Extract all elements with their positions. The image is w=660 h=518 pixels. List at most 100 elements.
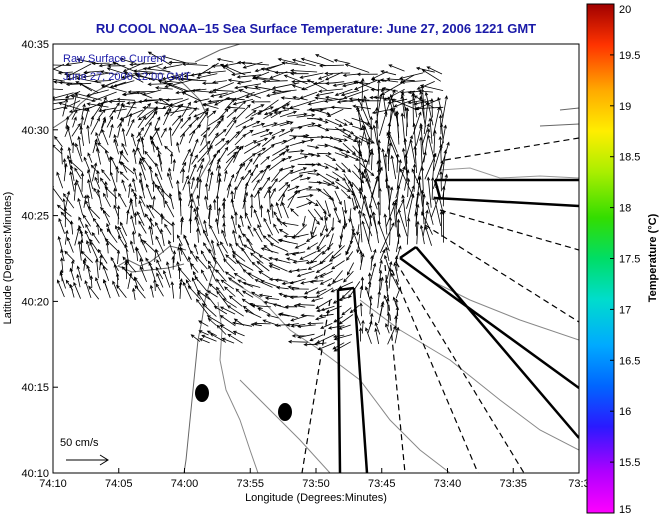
current-vector [333, 341, 351, 352]
current-vector [105, 241, 110, 254]
current-vector [117, 122, 122, 138]
current-vector [206, 70, 226, 75]
current-vector [134, 276, 145, 292]
current-vector [179, 132, 185, 145]
current-vector [379, 222, 395, 254]
current-vector [324, 200, 331, 218]
current-vector [91, 61, 110, 66]
current-vector [101, 128, 109, 146]
current-vector [76, 265, 82, 281]
current-vector [233, 185, 238, 200]
current-vector [377, 145, 381, 171]
x-tick-label: 73:50 [302, 478, 330, 490]
current-vector [318, 88, 343, 93]
current-vector [367, 320, 373, 334]
current-vector [83, 107, 90, 126]
current-vector [190, 71, 208, 77]
current-vector [136, 127, 145, 139]
current-vector [196, 289, 211, 300]
current-vector [388, 267, 393, 289]
current-vector [112, 280, 120, 297]
current-vector [313, 342, 327, 346]
current-vector [215, 217, 220, 234]
current-vector [310, 217, 316, 236]
transect-boxes [336, 178, 579, 473]
current-vector [185, 279, 192, 290]
current-vector [317, 73, 333, 80]
current-vector [194, 216, 201, 236]
current-vector [182, 148, 191, 166]
current-vector [188, 217, 193, 234]
current-vector [353, 79, 378, 91]
current-vector [323, 98, 345, 103]
current-vector [177, 246, 181, 262]
current-vector [298, 138, 315, 144]
current-vector [106, 222, 112, 235]
current-vector [60, 211, 73, 225]
current-vector [196, 194, 200, 207]
current-vector [290, 167, 308, 175]
current-vector [406, 134, 414, 156]
current-vector [139, 257, 144, 271]
current-vector [109, 102, 120, 118]
current-vector [426, 176, 432, 208]
current-vector [299, 251, 317, 260]
current-vector [430, 97, 434, 118]
current-vector [188, 129, 196, 144]
current-vector [164, 79, 193, 88]
current-vector [295, 268, 307, 272]
current-vector [307, 209, 320, 226]
current-vector [158, 80, 184, 91]
current-vector [441, 185, 446, 207]
current-vector [182, 175, 189, 191]
current-vector [412, 122, 417, 156]
x-tick-label: 73:55 [236, 478, 264, 490]
current-vector [306, 79, 327, 91]
current-vector [198, 178, 202, 199]
current-vector [251, 104, 265, 111]
current-vector [235, 117, 255, 128]
current-vector [221, 201, 226, 216]
colorbar-tick-label: 15 [619, 504, 631, 516]
current-vector [216, 242, 226, 261]
current-vector [183, 234, 192, 253]
current-vector [357, 97, 372, 130]
current-vector [200, 133, 206, 146]
current-vector [421, 211, 433, 235]
current-vector [178, 196, 183, 217]
current-vector [290, 68, 318, 73]
current-vector [113, 133, 119, 147]
current-vector [303, 295, 317, 300]
current-vector [234, 211, 238, 226]
current-vector [236, 74, 262, 79]
current-vector [384, 254, 391, 272]
current-vector [297, 333, 315, 339]
current-vector [266, 208, 272, 225]
temperature-colorbar [586, 3, 615, 514]
current-vector [53, 98, 75, 101]
current-vector [137, 103, 152, 118]
current-vector [82, 72, 110, 79]
current-vector [225, 151, 238, 164]
current-vector [233, 145, 242, 163]
current-vector [378, 187, 382, 216]
current-vector [346, 262, 355, 276]
current-vector [91, 102, 104, 119]
current-vector [127, 90, 156, 94]
current-vector [208, 82, 234, 94]
current-vector [289, 278, 306, 285]
current-vector [393, 262, 399, 282]
current-vector [333, 208, 341, 224]
current-vector [138, 178, 146, 199]
colorbar-tick-label: 17 [619, 304, 631, 316]
current-vector [86, 240, 91, 254]
current-vector [360, 171, 365, 199]
current-vector [142, 239, 155, 252]
current-vector [320, 322, 333, 329]
current-vector [296, 302, 315, 307]
current-vector [279, 121, 294, 127]
current-vector [290, 324, 306, 328]
current-vector [309, 250, 324, 264]
current-vector [243, 85, 261, 90]
current-vector [271, 120, 291, 127]
